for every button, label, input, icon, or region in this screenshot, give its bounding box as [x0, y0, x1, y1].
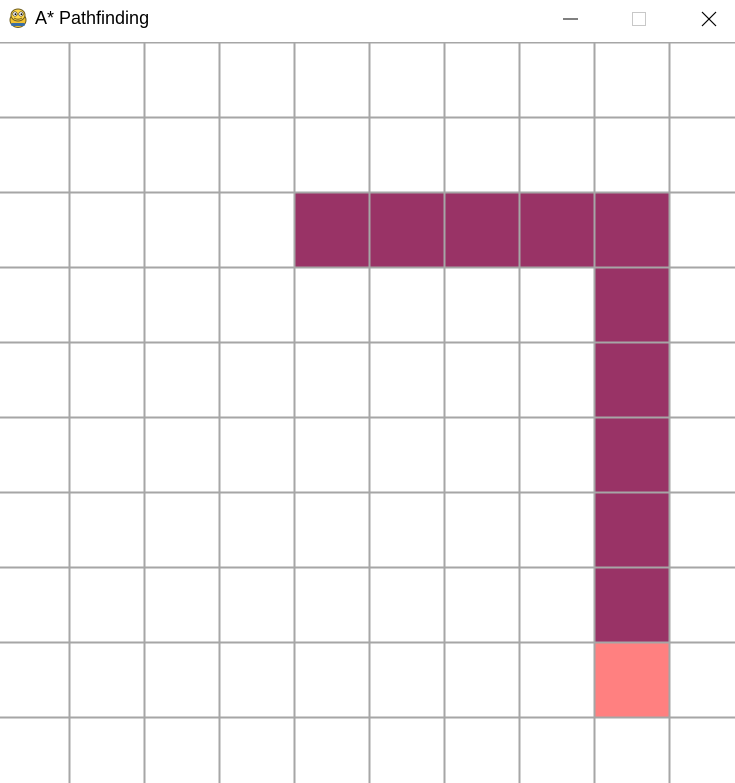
path-cell[interactable] — [294, 192, 369, 267]
title-bar[interactable]: A* Pathfinding — [0, 0, 735, 42]
path-cell[interactable] — [594, 267, 669, 342]
path-cell[interactable] — [594, 417, 669, 492]
maximize-button[interactable] — [615, 0, 661, 38]
path-cell[interactable] — [519, 192, 594, 267]
path-cell[interactable] — [594, 342, 669, 417]
close-button[interactable] — [686, 0, 732, 38]
path-cell[interactable] — [444, 192, 519, 267]
close-icon — [701, 11, 717, 27]
python-snake-icon — [7, 7, 29, 29]
path-cell[interactable] — [594, 492, 669, 567]
window-title: A* Pathfinding — [35, 8, 150, 28]
pathfinding-grid[interactable] — [0, 42, 735, 783]
minimize-button[interactable] — [547, 0, 593, 38]
grid-canvas[interactable] — [0, 42, 735, 783]
path-cell[interactable] — [594, 192, 669, 267]
minimize-icon — [563, 18, 578, 20]
path-cell[interactable] — [369, 192, 444, 267]
maximize-icon — [632, 12, 646, 26]
path-cell[interactable] — [594, 567, 669, 642]
end-cell[interactable] — [594, 642, 669, 717]
